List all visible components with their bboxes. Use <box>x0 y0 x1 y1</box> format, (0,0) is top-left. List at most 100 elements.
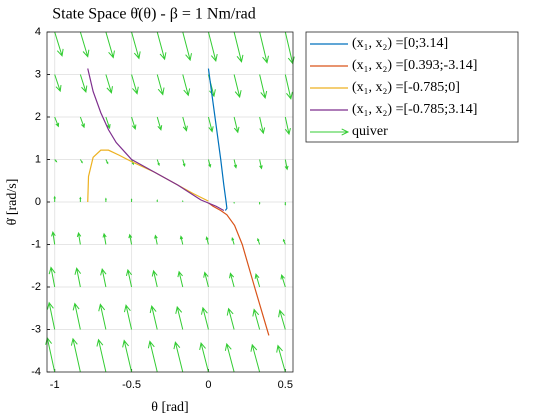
quiver-arrow <box>231 237 235 245</box>
y-tick-label: 2 <box>35 111 41 123</box>
quiver-arrow <box>258 202 261 205</box>
quiver-arrow <box>182 116 188 132</box>
quiver-arrow <box>154 234 158 245</box>
quiver-arrow <box>54 31 64 57</box>
y-tick-label: -4 <box>31 366 41 378</box>
legend-label: quiver <box>352 124 388 139</box>
quiver-arrow <box>276 344 286 373</box>
quiver-arrow <box>179 235 184 245</box>
quiver-arrow <box>79 31 90 58</box>
quiver-arrow <box>156 31 167 61</box>
quiver-arrow <box>224 342 235 373</box>
quiver-arrow <box>259 31 269 64</box>
quiver-arrow <box>54 116 60 128</box>
quiver-arrow <box>105 31 115 59</box>
quiver-arrow <box>280 274 286 288</box>
y-tick-label: 1 <box>35 153 41 165</box>
quiver-arrow <box>177 270 184 288</box>
quiver-arrow <box>207 31 218 63</box>
y-tick-label: -1 <box>31 238 41 250</box>
quiver-arrow <box>207 159 212 168</box>
series-line <box>207 68 228 211</box>
x-axis-label: θ [rad] <box>151 400 188 415</box>
quiver-arrow <box>156 199 158 202</box>
series-line <box>208 202 270 336</box>
quiver-arrow <box>122 339 133 373</box>
quiver-arrow <box>284 116 291 136</box>
quiver-arrow <box>250 343 261 373</box>
y-tick-label: 4 <box>35 26 41 38</box>
quiver-arrow <box>79 159 83 164</box>
quiver-arrow <box>100 268 107 288</box>
quiver-arrow <box>98 303 107 330</box>
quiver-arrow <box>254 273 261 288</box>
quiver-arrow <box>147 340 158 373</box>
x-tick-label: 0 <box>205 379 211 391</box>
legend-label: (x₁, x₂) =[0.393;-3.14] <box>352 58 477 73</box>
quiver-arrow <box>201 306 209 330</box>
quiver-arrow <box>70 337 81 373</box>
quiver-arrow <box>156 159 160 167</box>
quiver-arrow <box>278 309 286 330</box>
quiver-arrow <box>199 341 209 373</box>
quiver-arrow <box>105 116 111 130</box>
quiver-arrow <box>51 231 56 245</box>
legend-label: (x₁, x₂) =[-0.785;0] <box>352 80 460 95</box>
quiver-arrow <box>182 74 191 97</box>
quiver-arrow <box>74 267 82 288</box>
quiver-arrow <box>105 74 113 94</box>
quiver-arrow <box>102 232 107 245</box>
y-tick-label: 0 <box>35 196 41 208</box>
legend-box <box>305 31 519 143</box>
quiver-arrow <box>131 74 139 95</box>
legend-label: (x₁, x₂) =[0;3.14] <box>352 36 448 51</box>
quiver-arrow <box>259 74 268 99</box>
quiver-arrow <box>205 236 209 245</box>
quiver-arrow <box>151 269 158 288</box>
quiver-arrow <box>175 305 184 330</box>
quiver-arrow <box>131 31 141 60</box>
quiver-arrow <box>125 268 133 288</box>
quiver-arrow <box>233 116 240 134</box>
quiver-arrow <box>203 271 209 288</box>
quiver-arrow <box>252 308 261 330</box>
quiver-arrow <box>149 305 158 330</box>
quiver-arrow <box>79 74 88 94</box>
quiver-arrow <box>156 74 165 96</box>
plot-frame <box>46 31 294 373</box>
quiver-arrow <box>54 74 62 93</box>
quiver-arrow <box>284 159 289 171</box>
series-line <box>87 68 225 212</box>
y-tick-label: 3 <box>35 68 41 80</box>
quiver-arrow <box>79 196 82 202</box>
quiver-arrow <box>257 237 261 245</box>
quiver-arrow <box>284 74 293 100</box>
quiver-arrow <box>284 202 287 206</box>
quiver-arrow <box>233 159 238 169</box>
y-axis-label: θ̇ [rad/s] <box>5 179 20 226</box>
x-tick-label: -1 <box>50 379 60 391</box>
legend-label: (x₁, x₂) =[-0.785;3.14] <box>352 102 477 117</box>
quiver-arrow <box>233 31 244 63</box>
quiver-arrow <box>207 116 214 133</box>
quiver-arrow <box>46 301 56 330</box>
y-tick-label: -2 <box>31 281 41 293</box>
quiver-arrow <box>130 198 133 202</box>
quiver-arrow <box>53 195 56 202</box>
y-tick-label: -3 <box>31 323 41 335</box>
quiver-arrow <box>259 116 266 135</box>
quiver-arrow <box>123 304 133 330</box>
quiver-arrow <box>182 159 186 167</box>
quiver-arrow <box>156 116 163 131</box>
quiver-arrow <box>104 197 107 202</box>
x-tick-label: -0.5 <box>122 379 141 391</box>
quiver-arrow <box>282 238 286 245</box>
quiver-arrow <box>182 31 192 62</box>
x-tick-label: 0.5 <box>278 379 293 391</box>
quiver-arrow <box>173 341 184 373</box>
quiver-arrow <box>48 266 56 288</box>
quiver-arrow <box>96 338 107 373</box>
quiver-arrow <box>72 302 81 330</box>
quiver-arrow <box>226 307 235 330</box>
